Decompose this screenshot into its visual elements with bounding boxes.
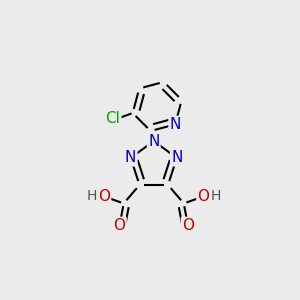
Text: O: O: [114, 218, 126, 233]
Text: N: N: [169, 117, 181, 132]
Text: Cl: Cl: [106, 111, 120, 126]
Text: N: N: [125, 150, 136, 165]
Text: O: O: [98, 189, 110, 204]
Text: N: N: [148, 134, 159, 148]
Text: H: H: [211, 190, 221, 203]
Text: N: N: [171, 150, 182, 165]
Text: O: O: [182, 218, 194, 233]
Text: O: O: [197, 189, 209, 204]
Text: H: H: [86, 190, 97, 203]
